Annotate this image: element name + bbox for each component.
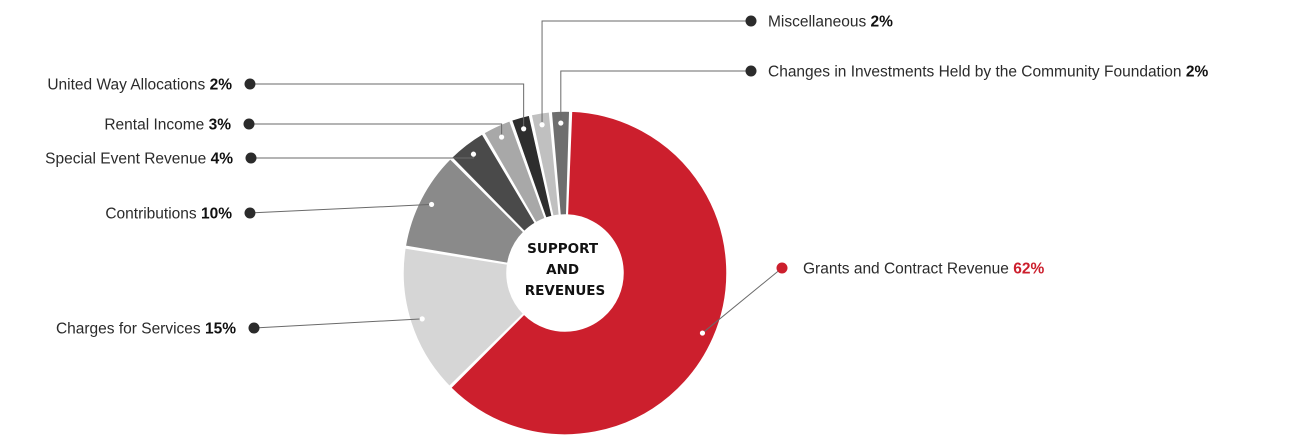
slice-value-2: 10%	[201, 206, 232, 223]
callout-line-0	[702, 267, 783, 334]
center-label: SUPPORT AND REVENUES	[525, 241, 606, 299]
slice-value-1: 15%	[205, 321, 236, 338]
slice-label-7: Changes in Investments Held by the Commu…	[768, 64, 1186, 81]
callout-dot-3	[245, 152, 257, 164]
callout-dot-2	[244, 207, 256, 219]
slice-label-4: Rental Income	[104, 117, 208, 134]
slice-label-6: Miscellaneous	[768, 14, 871, 31]
callout-anchor-2	[428, 201, 435, 208]
callout-line-6	[541, 20, 751, 125]
slice-1	[402, 247, 525, 388]
slice-value-4: 3%	[209, 117, 232, 134]
callout-anchor-0	[699, 330, 706, 336]
callout-anchor-3	[470, 151, 477, 157]
callout-label-7: Changes in Investments Held by the Commu…	[768, 64, 1208, 81]
callout-label-0: Grants and Contract Revenue 62%	[803, 261, 1044, 278]
donut-hole	[507, 215, 623, 331]
callout-dot-6	[745, 15, 757, 27]
slice-label-5: United Way Allocations	[47, 77, 209, 94]
callout-anchor-5	[521, 126, 527, 132]
callouts: Grants and Contract Revenue 62% Charges f…	[45, 14, 1208, 338]
callout-dot-7	[745, 65, 757, 77]
slice-label-2: Contributions	[105, 206, 201, 223]
callout-label-6: Miscellaneous 2%	[768, 14, 893, 31]
callout-line-2	[249, 203, 432, 214]
callout-anchor-1	[419, 316, 425, 322]
callout-label-1: Charges for Services 15%	[56, 321, 236, 338]
center-label-line-3: REVENUES	[525, 283, 606, 299]
callout-line-1	[253, 318, 423, 329]
callout-label-2: Contributions 10%	[105, 206, 232, 223]
slice-label-3: Special Event Revenue	[45, 151, 210, 168]
center-label-line-2: AND	[546, 262, 579, 278]
callout-anchor-7	[558, 120, 564, 126]
callout-label-4: Rental Income 3%	[104, 117, 231, 134]
center-label-line-1: SUPPORT	[527, 241, 599, 257]
callout-line-5	[250, 83, 525, 129]
slice-label-1: Charges for Services	[56, 321, 205, 338]
callout-dot-4	[243, 118, 255, 130]
callout-dot-1	[248, 322, 260, 334]
slice-label-0: Grants and Contract Revenue	[803, 261, 1013, 278]
slice-value-6: 2%	[871, 14, 894, 31]
slice-value-0: 62%	[1013, 261, 1044, 278]
callout-dot-5	[244, 78, 256, 90]
callout-dot-0	[776, 262, 788, 274]
callout-label-3: Special Event Revenue 4%	[45, 151, 233, 168]
callout-line-3	[251, 154, 474, 159]
callout-label-5: United Way Allocations 2%	[47, 77, 232, 94]
callout-anchor-6	[539, 122, 545, 128]
slice-value-5: 2%	[210, 77, 233, 94]
callout-line-7	[560, 70, 751, 124]
slice-value-3: 4%	[211, 151, 234, 168]
slice-value-7: 2%	[1186, 64, 1209, 81]
callout-anchor-4	[499, 134, 505, 140]
callout-line-4	[249, 123, 503, 138]
